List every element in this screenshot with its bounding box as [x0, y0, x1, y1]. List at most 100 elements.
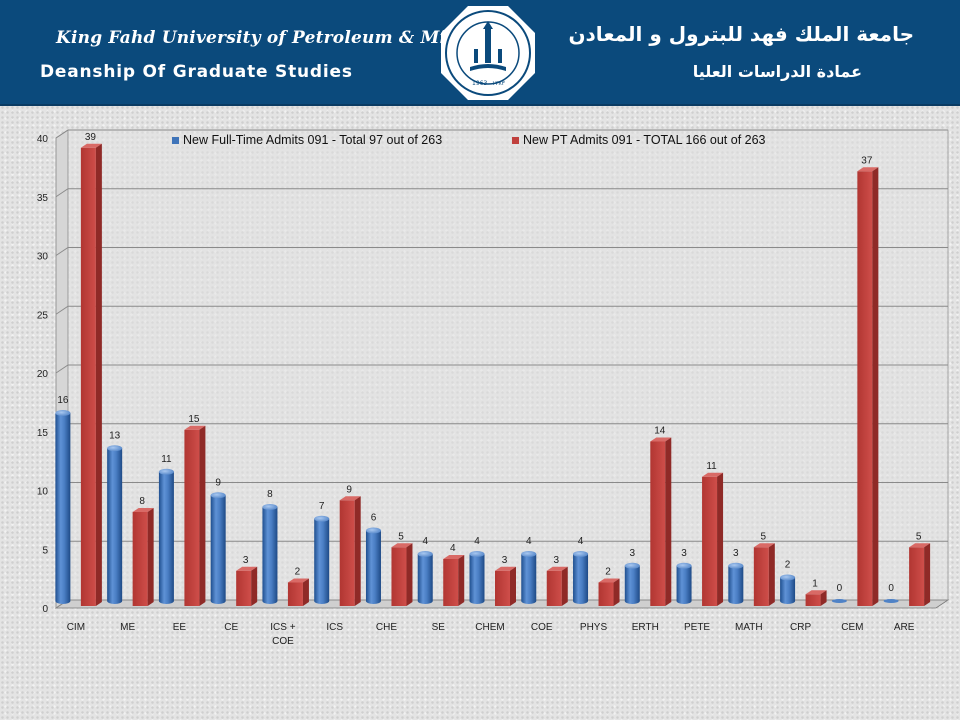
y-tick-label: 10 — [37, 487, 49, 498]
data-label-fulltime: 0 — [888, 583, 894, 594]
legend: New Full-Time Admits 091 - Total 97 out … — [172, 133, 766, 147]
data-label-fulltime: 3 — [681, 548, 687, 559]
x-tick-label: CIM — [67, 622, 85, 633]
logo-year-hijri: ١٣٨٣ — [492, 80, 506, 87]
logo-year-gregorian: 1963 — [472, 80, 487, 87]
data-label-fulltime: 4 — [474, 536, 480, 547]
data-label-parttime: 11 — [706, 461, 717, 472]
bar-parttime-are — [909, 543, 931, 606]
data-label-parttime: 39 — [85, 132, 97, 143]
x-tick-label: CRP — [790, 622, 811, 633]
bar-parttime-ics — [339, 496, 361, 606]
y-tick-label: 25 — [37, 310, 49, 321]
x-tick-label: ARE — [894, 622, 915, 633]
chart-svg: 05101520253035401639CIM138ME1115EE93CE82… — [37, 129, 950, 647]
bar-fulltime-cem — [831, 599, 847, 603]
gridline — [55, 188, 948, 198]
data-label-fulltime: 9 — [215, 477, 221, 488]
data-label-fulltime: 3 — [733, 548, 739, 559]
bar-parttime-me — [132, 508, 154, 606]
bar-parttime-chem — [495, 566, 516, 606]
data-label-parttime: 3 — [243, 555, 249, 566]
x-tick-label: COE — [272, 636, 294, 647]
bar-parttime-coe — [546, 566, 568, 606]
university-name-english: King Fahd University of Petroleum & Mine… — [56, 28, 507, 48]
data-label-parttime: 3 — [502, 555, 508, 566]
x-tick-label: ME — [120, 622, 135, 633]
data-label-fulltime: 11 — [161, 454, 172, 465]
university-name-arabic: جامعة الملك فهد للبترول و المعادن — [568, 22, 914, 46]
x-tick-label: PETE — [684, 622, 710, 633]
x-tick-label: CHEM — [475, 622, 504, 633]
bar-fulltime-se — [417, 551, 433, 604]
y-tick-label: 40 — [37, 134, 49, 145]
data-label-fulltime: 3 — [630, 548, 636, 559]
data-label-parttime: 1 — [812, 578, 818, 589]
header-banner: King Fahd University of Petroleum & Mine… — [0, 0, 960, 106]
x-tick-label: CE — [224, 622, 238, 633]
x-tick-label: ERTH — [632, 622, 659, 633]
y-tick-label: 5 — [42, 545, 48, 556]
university-logo: 1963 ١٣٨٣ — [440, 5, 536, 101]
bar-parttime-pete — [702, 472, 724, 606]
bar-fulltime-ee — [158, 468, 174, 604]
data-label-parttime: 2 — [295, 567, 301, 578]
legend-label-fulltime: New Full-Time Admits 091 - Total 97 out … — [183, 133, 442, 147]
data-label-fulltime: 4 — [578, 536, 584, 547]
data-label-parttime: 3 — [553, 555, 559, 566]
bar-fulltime-me — [107, 445, 123, 604]
x-tick-label: PHYS — [580, 622, 608, 633]
bar-fulltime-crp — [780, 574, 796, 604]
plot-area: 05101520253035401639CIM138ME1115EE93CE82… — [37, 129, 950, 647]
department-name-english: Deanship Of Graduate Studies — [40, 62, 353, 82]
x-tick-label: MATH — [735, 622, 763, 633]
bar-parttime-ee — [184, 425, 206, 606]
data-label-fulltime: 2 — [785, 560, 791, 571]
bar-parttime-math — [753, 543, 775, 606]
bar-fulltime-ics-coe — [262, 504, 278, 604]
gridline — [55, 129, 948, 139]
data-label-parttime: 4 — [450, 543, 456, 554]
gridline — [55, 364, 948, 374]
bar-parttime-che — [391, 543, 413, 606]
bar-fulltime-math — [728, 562, 744, 604]
data-label-parttime: 5 — [761, 531, 767, 542]
data-label-fulltime: 4 — [526, 536, 532, 547]
bar-fulltime-phys — [573, 551, 589, 604]
data-label-fulltime: 16 — [57, 395, 69, 406]
x-tick-label: COE — [531, 622, 553, 633]
gridline — [55, 305, 948, 315]
data-label-fulltime: 8 — [267, 489, 273, 500]
x-tick-label: SE — [432, 622, 446, 633]
department-name-arabic: عمادة الدراسات العليا — [692, 62, 862, 81]
data-label-parttime: 14 — [654, 426, 666, 437]
x-tick-label: EE — [173, 622, 187, 633]
bar-parttime-ics-coe — [287, 578, 309, 606]
y-tick-label: 0 — [42, 604, 48, 615]
bar-parttime-se — [443, 555, 465, 606]
bar-fulltime-are — [883, 599, 899, 603]
bar-fulltime-ce — [210, 492, 226, 604]
data-label-parttime: 5 — [398, 531, 404, 542]
data-label-parttime: 2 — [605, 567, 611, 578]
bar-fulltime-cim — [55, 410, 71, 604]
bar-fulltime-che — [365, 527, 381, 604]
data-label-parttime: 15 — [188, 414, 200, 425]
data-label-parttime: 9 — [346, 484, 352, 495]
data-label-fulltime: 7 — [319, 501, 325, 512]
x-tick-label: CHE — [376, 622, 397, 633]
data-label-parttime: 37 — [861, 155, 873, 166]
bar-fulltime-coe — [521, 551, 537, 604]
y-tick-label: 15 — [37, 428, 49, 439]
bar-fulltime-ics — [314, 515, 330, 604]
y-tick-label: 20 — [37, 369, 49, 380]
bar-parttime-phys — [598, 578, 620, 606]
bar-parttime-crp — [805, 590, 827, 606]
legend-label-parttime: New PT Admits 091 - TOTAL 166 out of 263 — [523, 133, 766, 147]
bar-fulltime-pete — [676, 562, 692, 604]
legend-marker-parttime — [512, 137, 519, 144]
bar-fulltime-chem — [469, 551, 485, 604]
x-tick-label: CEM — [841, 622, 863, 633]
data-label-fulltime: 6 — [371, 513, 377, 524]
data-label-fulltime: 13 — [109, 430, 121, 441]
